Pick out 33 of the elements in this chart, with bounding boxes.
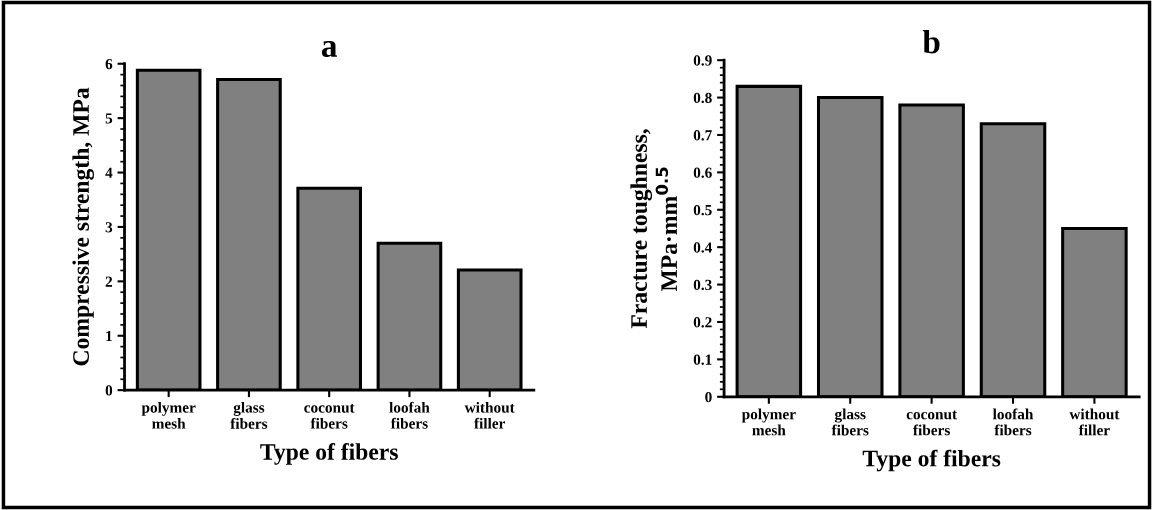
x-tick-label: glass fibers <box>831 408 869 436</box>
y-tick-label: 0.7 <box>693 130 712 141</box>
x-tick-label: without filler <box>464 401 515 429</box>
y-tick-label: 0.6 <box>693 167 712 178</box>
y-tick-label: 0 <box>105 385 113 396</box>
y-tick-label: 3 <box>105 222 113 233</box>
chart-title: a <box>321 41 338 57</box>
y-axis-title: Fracture toughness, MPa·mm$^{0.5}$ <box>630 129 678 329</box>
y-tick-label: 1 <box>106 330 112 342</box>
x-tick-label: polymer mesh <box>141 401 196 429</box>
y-tick-label: 6 <box>105 58 113 70</box>
y-tick-label: 5 <box>105 113 113 124</box>
x-tick-label: loofah fibers <box>389 401 430 429</box>
x-tick-label: without filler <box>1069 408 1120 436</box>
y-tick-label: 2 <box>105 276 113 287</box>
y-tick-label: 0.3 <box>693 279 712 291</box>
y-axis-title: Compressive strength, MPa <box>72 87 94 366</box>
y-tick-label: 0.4 <box>693 242 712 253</box>
y-tick-label: 4 <box>105 167 113 178</box>
y-tick-label: 0.5 <box>693 204 712 216</box>
y-tick-label: 0.9 <box>693 55 712 66</box>
x-tick-label: loofah fibers <box>992 408 1034 436</box>
x-axis-title: Type of fibers <box>260 443 398 465</box>
x-tick-label: polymer mesh <box>741 408 796 436</box>
x-tick-label: coconut fibers <box>906 410 958 436</box>
x-axis-title: Type of fibers <box>862 449 1001 472</box>
x-tick-label: coconut fibers <box>304 403 355 429</box>
y-tick-label: 0.8 <box>693 92 712 104</box>
x-tick-label: glass fibers <box>230 401 268 429</box>
chart-title: b <box>922 29 940 54</box>
y-tick-label: 0.1 <box>693 354 712 365</box>
y-tick-label: 0.2 <box>693 317 712 328</box>
y-tick-label: 0 <box>705 391 712 403</box>
